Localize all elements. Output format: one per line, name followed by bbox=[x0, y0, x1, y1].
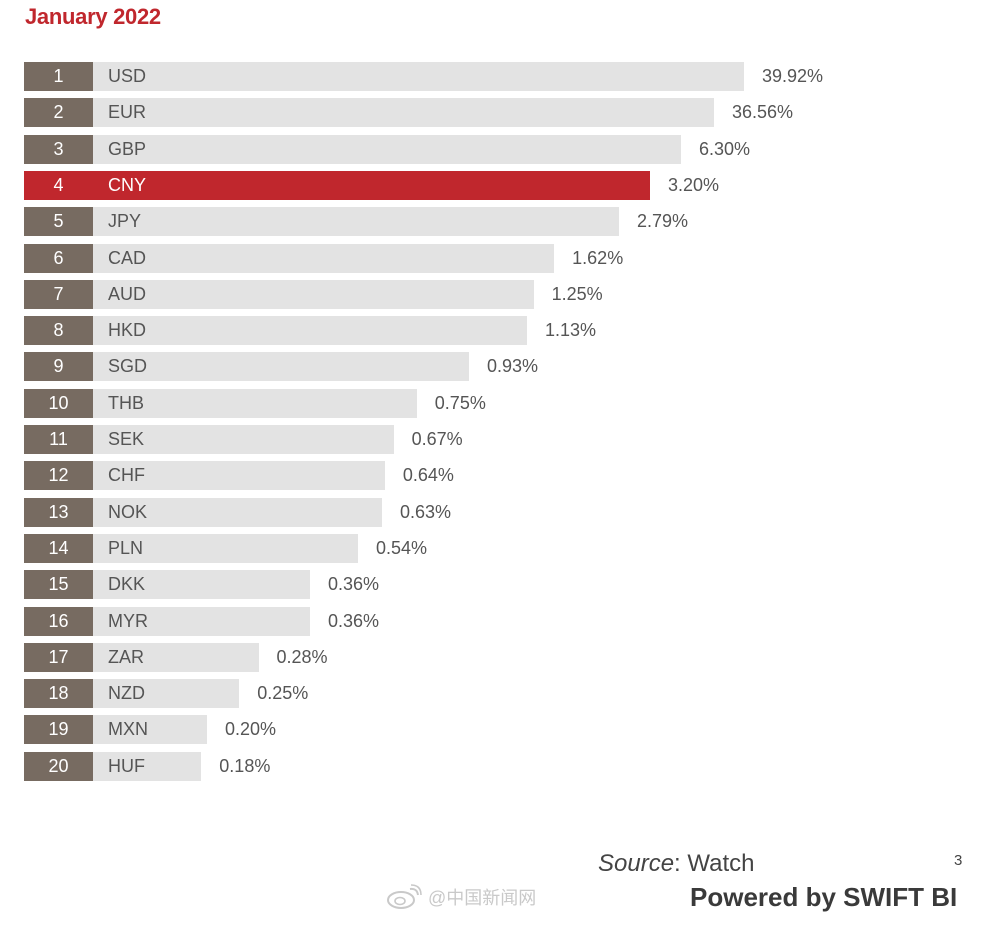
value-label: 6.30% bbox=[699, 139, 751, 159]
rank-label: 13 bbox=[24, 498, 93, 527]
rank-label: 5 bbox=[24, 207, 93, 236]
bar bbox=[93, 643, 259, 672]
value-label: 36.56% bbox=[732, 102, 794, 122]
bar bbox=[93, 389, 417, 418]
rank-label: 16 bbox=[24, 607, 93, 636]
weibo-icon bbox=[387, 884, 422, 909]
value-label: 0.20% bbox=[225, 719, 277, 739]
rank-label: 8 bbox=[24, 316, 93, 345]
value-label: 0.25% bbox=[257, 683, 309, 703]
value-label: 2.79% bbox=[637, 211, 689, 231]
rank-label: 10 bbox=[24, 389, 93, 418]
watermark-text: @中国新闻网 bbox=[428, 888, 537, 908]
value-label: 1.25% bbox=[551, 284, 603, 304]
bar bbox=[93, 244, 555, 273]
value-label: 3.20% bbox=[668, 175, 720, 195]
bar bbox=[93, 98, 714, 127]
value-label: 0.75% bbox=[434, 393, 486, 413]
bar bbox=[93, 280, 534, 309]
bar-chart: 1 USD 39.92% 2 EUR 36.56% 3 GBP 6.30% 4 CNY 3.20% 5 J… bbox=[24, 62, 824, 781]
powered-by: Powered by SWIFT BI bbox=[690, 882, 958, 912]
bar bbox=[93, 679, 240, 708]
value-label: 0.36% bbox=[328, 574, 380, 594]
currency-label: CNY bbox=[108, 175, 147, 195]
bar bbox=[93, 207, 619, 236]
bar bbox=[93, 570, 310, 599]
rank-label: 3 bbox=[24, 135, 93, 164]
currency-label: EUR bbox=[108, 102, 147, 122]
rank-label: 14 bbox=[24, 534, 93, 563]
value-label: 1.62% bbox=[572, 248, 624, 268]
currency-label: PLN bbox=[108, 538, 144, 558]
source-line: Source: Watch bbox=[598, 850, 755, 878]
currency-label: USD bbox=[108, 66, 147, 86]
currency-label: MYR bbox=[108, 611, 148, 631]
bar bbox=[93, 135, 681, 164]
rank-label: 12 bbox=[24, 461, 93, 490]
chart-title: January 2022 bbox=[25, 4, 161, 29]
rank-label: 15 bbox=[24, 570, 93, 599]
page-number: 3 bbox=[954, 852, 963, 869]
value-label: 0.28% bbox=[276, 647, 328, 667]
rank-label: 6 bbox=[24, 244, 93, 273]
currency-label: JPY bbox=[108, 211, 142, 231]
currency-label: ZAR bbox=[108, 647, 144, 667]
currency-label: HKD bbox=[108, 320, 147, 340]
bar bbox=[93, 171, 650, 200]
value-label: 0.54% bbox=[376, 538, 428, 558]
watermark: @中国新闻网 bbox=[386, 884, 536, 910]
currency-label: AUD bbox=[108, 284, 147, 304]
value-label: 0.93% bbox=[487, 356, 539, 376]
bar bbox=[93, 352, 469, 381]
bar bbox=[93, 461, 385, 490]
rank-label: 18 bbox=[24, 679, 93, 708]
source-label: Source bbox=[598, 850, 675, 877]
currency-label: MXN bbox=[108, 719, 148, 739]
currency-label: DKK bbox=[108, 574, 146, 594]
currency-label: NOK bbox=[108, 502, 148, 522]
rank-label: 11 bbox=[24, 425, 93, 454]
bar bbox=[93, 425, 394, 454]
bar bbox=[93, 316, 527, 345]
currency-label: SEK bbox=[108, 429, 145, 449]
rank-label: 2 bbox=[24, 98, 93, 127]
value-label: 0.36% bbox=[328, 611, 380, 631]
rank-label: 20 bbox=[24, 752, 93, 781]
bar bbox=[93, 607, 310, 636]
currency-label: CHF bbox=[108, 465, 145, 485]
currency-label: NZD bbox=[108, 683, 145, 703]
source-value: : Watch bbox=[674, 850, 755, 877]
bar bbox=[93, 715, 207, 744]
bar bbox=[93, 62, 744, 91]
bar bbox=[93, 498, 382, 527]
rank-label: 4 bbox=[24, 171, 93, 200]
value-label: 1.13% bbox=[545, 320, 597, 340]
value-label: 39.92% bbox=[762, 66, 824, 86]
value-label: 0.67% bbox=[411, 429, 463, 449]
value-label: 0.18% bbox=[219, 756, 271, 776]
bar bbox=[93, 534, 358, 563]
currency-label: THB bbox=[108, 393, 144, 413]
rank-label: 7 bbox=[24, 280, 93, 309]
currency-label: GBP bbox=[108, 139, 147, 159]
rank-label: 9 bbox=[24, 352, 93, 381]
value-label: 0.63% bbox=[400, 502, 452, 522]
rank-label: 19 bbox=[24, 715, 93, 744]
value-label: 0.64% bbox=[402, 465, 454, 485]
rank-label: 17 bbox=[24, 643, 93, 672]
currency-label: HUF bbox=[108, 756, 145, 776]
rank-label: 1 bbox=[24, 62, 93, 91]
currency-label: SGD bbox=[108, 356, 148, 376]
bar bbox=[93, 752, 202, 781]
currency-label: CAD bbox=[108, 248, 147, 268]
